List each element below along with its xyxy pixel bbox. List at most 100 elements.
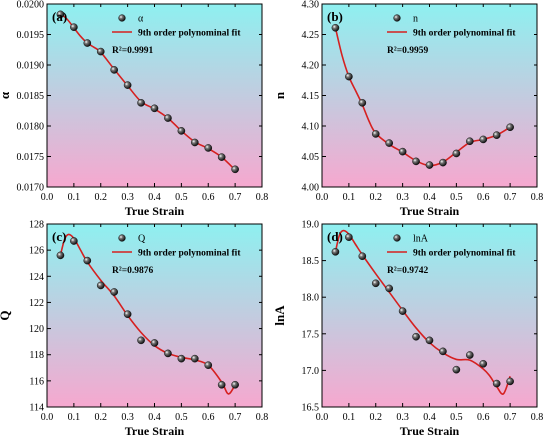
r-squared-label: R²=0.9742: [387, 266, 428, 276]
data-point: [96, 47, 105, 56]
y-axis-label: lnA: [272, 305, 287, 326]
plot-frame: [321, 3, 538, 188]
x-tick-label: 0.4: [423, 192, 436, 203]
x-axis-label: True Strain: [400, 204, 460, 218]
x-tick-label: 0.2: [95, 192, 108, 203]
data-point: [110, 288, 118, 296]
panel-b: 0.0 0.1 0.2 0.3 0.4 0.5 0.6 0.7 0.8 4.00 4.05 4.10 4…: [272, 0, 543, 218]
x-tick-label: 0.5: [450, 192, 463, 203]
data-point: [70, 237, 78, 245]
x-tick-label: 0.2: [95, 412, 108, 423]
y-tick-label: 122: [29, 298, 44, 309]
x-tick-label: 0.8: [256, 192, 269, 203]
y-tick-label: 0.0185: [17, 91, 45, 102]
y-tick-label: 114: [29, 403, 44, 414]
x-tick-label: 0.6: [202, 412, 215, 423]
legend-marker-label: n: [413, 14, 418, 25]
data-point: [331, 23, 340, 32]
x-tick-label: 0.4: [148, 192, 161, 203]
data-point: [385, 284, 393, 293]
x-tick-label: 0.6: [477, 192, 490, 203]
data-point: [164, 114, 172, 122]
x-tick-label: 0.5: [450, 412, 463, 423]
x-tick-label: 0.0: [316, 412, 329, 423]
legend-fit-label: 9th order polynominal fit: [138, 249, 241, 259]
r-squared-label: R²=0.9959: [387, 46, 428, 56]
y-tick-label: 118: [29, 350, 44, 361]
data-point: [231, 165, 239, 174]
data-point: [123, 310, 132, 318]
panel-label: (a): [52, 9, 67, 24]
x-tick-label: 0.7: [229, 192, 242, 203]
data-point: [204, 144, 213, 152]
y-tick-label: 4.15: [302, 91, 320, 102]
data-point: [217, 153, 226, 161]
data-point: [466, 137, 474, 146]
data-point: [345, 72, 353, 81]
data-point: [56, 251, 65, 260]
panel-c: 0.0 0.1 0.2 0.3 0.4 0.5 0.6 0.7 0.8 114 116 118 120 1…: [0, 220, 268, 437]
y-axis-label: n: [272, 91, 287, 99]
y-tick-label: 16.5: [302, 403, 320, 414]
data-point: [479, 135, 488, 144]
legend-marker: [393, 234, 401, 242]
panel-label: (d): [327, 229, 343, 244]
plot-frame: [46, 3, 263, 188]
x-tick-label: 0.8: [531, 412, 544, 423]
data-point: [204, 361, 213, 369]
legend-marker-label: lnA: [413, 234, 429, 245]
data-point: [358, 252, 367, 261]
y-tick-label: 124: [29, 272, 44, 283]
data-point: [96, 281, 105, 290]
legend-fit-label: 9th order polynominal fit: [413, 249, 516, 259]
y-tick-label: 17.5: [302, 329, 320, 340]
x-tick-label: 0.2: [370, 192, 383, 203]
data-point: [439, 347, 447, 356]
data-point: [412, 157, 420, 166]
x-tick-label: 0.3: [121, 412, 134, 423]
plot-background: [47, 4, 262, 187]
y-tick-label: 0.0180: [17, 122, 45, 133]
data-point: [385, 139, 393, 147]
data-point: [56, 10, 65, 19]
data-point: [164, 349, 172, 358]
x-tick-label: 0.8: [256, 412, 269, 423]
x-tick-label: 0.0: [41, 192, 54, 203]
x-tick-label: 0.7: [229, 412, 242, 423]
panel-d: 0.0 0.1 0.2 0.3 0.4 0.5 0.6 0.7 0.8 16.5 17.0 17.5 1…: [272, 220, 543, 437]
data-point: [150, 104, 159, 113]
y-tick-label: 0.0170: [17, 183, 45, 194]
data-point: [506, 123, 514, 132]
legend-fit-label: 9th order polynominal fit: [138, 29, 241, 39]
x-tick-label: 0.1: [68, 412, 81, 423]
x-tick-label: 0.7: [504, 192, 517, 203]
y-tick-label: 4.00: [302, 183, 320, 194]
y-tick-label: 0.0190: [17, 61, 45, 72]
x-tick-label: 0.7: [504, 412, 517, 423]
legend-marker-label: Q: [138, 234, 146, 245]
x-tick-label: 0.3: [396, 412, 409, 423]
x-tick-label: 0.3: [121, 192, 134, 203]
data-point: [137, 99, 145, 107]
data-point: [371, 130, 380, 138]
data-point: [191, 138, 199, 147]
y-tick-label: 17.0: [302, 366, 320, 377]
data-point: [177, 127, 186, 135]
x-tick-label: 0.2: [370, 412, 383, 423]
y-axis-label: α: [0, 91, 12, 99]
data-point: [492, 131, 501, 139]
data-point: [83, 256, 92, 265]
x-axis-label: True Strain: [125, 204, 185, 218]
y-tick-label: 18.0: [302, 293, 320, 304]
data-point: [466, 351, 474, 359]
data-point: [191, 354, 199, 363]
data-point: [150, 339, 159, 347]
data-point: [358, 99, 367, 107]
y-tick-label: 0.0195: [17, 30, 45, 41]
x-tick-label: 0.4: [423, 412, 436, 423]
x-tick-label: 0.6: [202, 192, 215, 203]
data-point: [479, 360, 488, 368]
data-point: [452, 149, 461, 158]
y-tick-label: 4.10: [302, 122, 320, 133]
x-tick-label: 0.1: [68, 192, 81, 203]
